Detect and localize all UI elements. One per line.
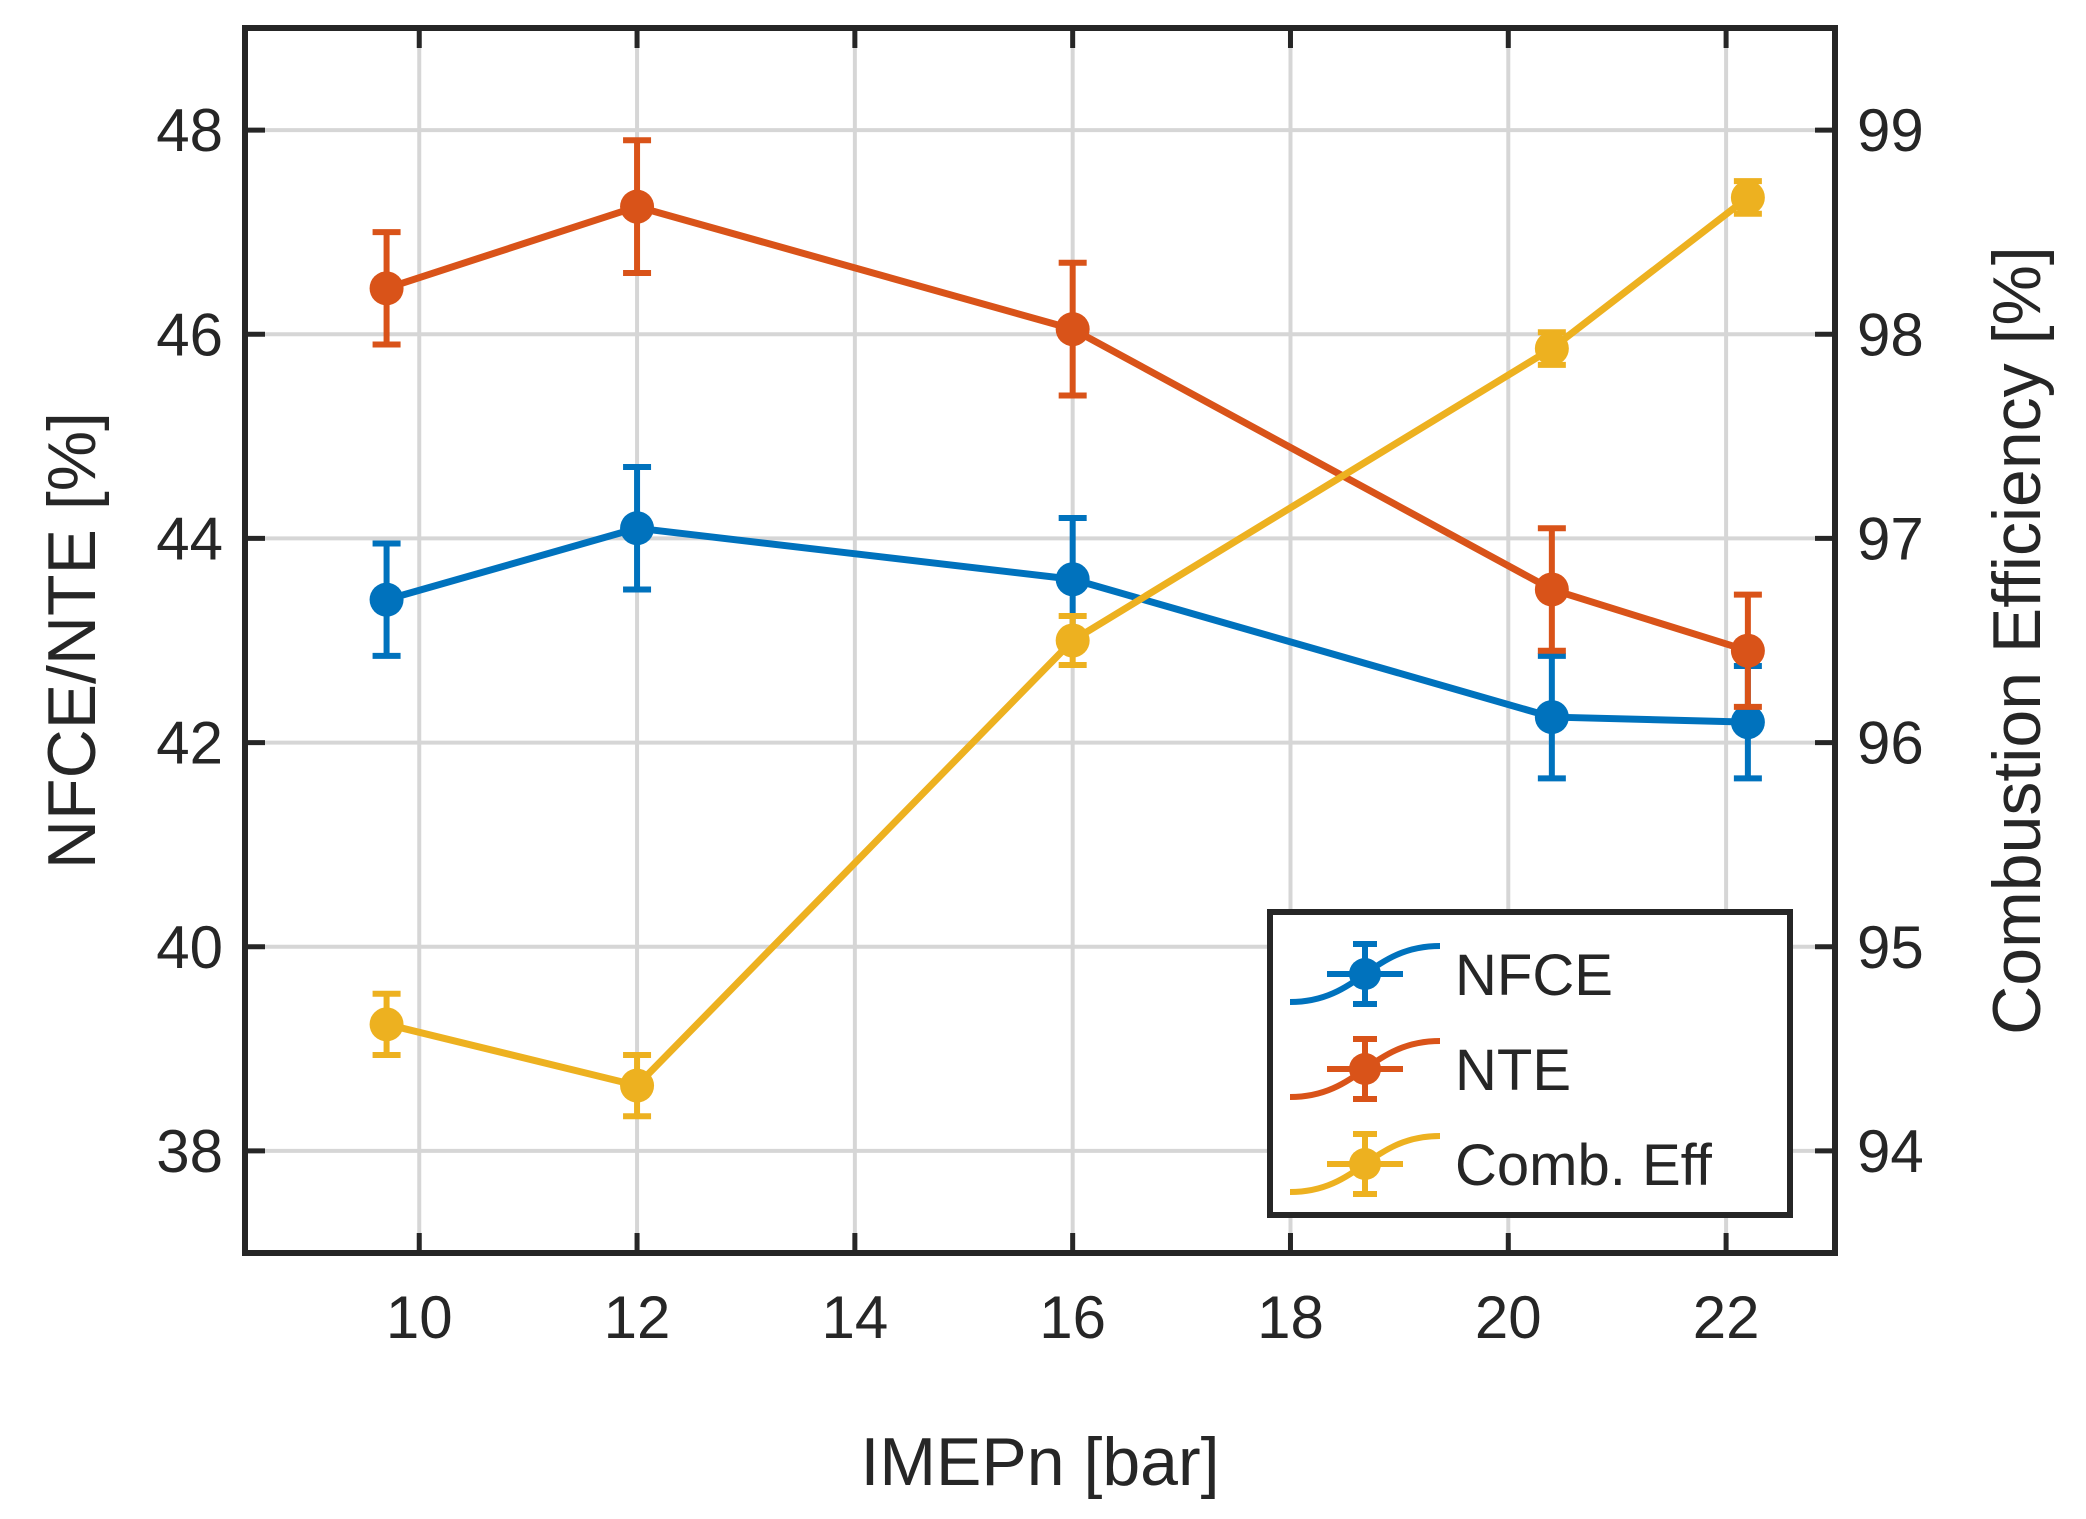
y-right-tick-label: 97 xyxy=(1857,505,1924,572)
data-point xyxy=(369,1007,404,1042)
data-point xyxy=(1534,700,1569,735)
x-tick-label: 20 xyxy=(1475,1284,1542,1351)
series-0 xyxy=(369,463,1765,782)
y-left-tick-label: 46 xyxy=(156,301,223,368)
x-tick-label: 18 xyxy=(1257,1284,1324,1351)
y-axis-right-label: Combustion Efficiency [%] xyxy=(1979,246,2055,1035)
legend-marker xyxy=(1349,1148,1381,1180)
series-layer xyxy=(369,137,1765,1120)
y-right-tick-label: 95 xyxy=(1857,914,1924,981)
y-right-tick-label: 98 xyxy=(1857,301,1924,368)
legend-entry-2: Comb. Eff xyxy=(1289,1131,1713,1198)
y-left-tick-label: 48 xyxy=(156,97,223,164)
data-point xyxy=(369,582,404,617)
data-point xyxy=(1055,562,1090,597)
plot-frame xyxy=(242,25,1838,1256)
x-tick-label: 16 xyxy=(1039,1284,1106,1351)
y-left-tick-label: 38 xyxy=(156,1118,223,1185)
y-left-tick-label: 42 xyxy=(156,710,223,777)
y-right-tick-label: 96 xyxy=(1857,710,1924,777)
legend-entry-0: NFCE xyxy=(1289,941,1613,1008)
data-point xyxy=(1730,705,1765,740)
legend-marker xyxy=(1349,958,1381,990)
y-left-tick-label: 44 xyxy=(156,505,223,572)
data-point xyxy=(369,271,404,306)
x-tick-label: 10 xyxy=(386,1284,453,1351)
tick-layer: 10 12 14 16 18 20 22 38 40 42 44 46 48 94 95 96 97 98 99 xyxy=(156,28,1924,1351)
data-point xyxy=(620,511,655,546)
x-tick-label: 22 xyxy=(1693,1284,1760,1351)
data-point xyxy=(620,1068,655,1103)
legend-label: NFCE xyxy=(1455,943,1613,1008)
data-point xyxy=(1730,633,1765,668)
legend-label: NTE xyxy=(1455,1038,1571,1103)
data-point xyxy=(1055,623,1090,658)
data-point xyxy=(620,189,655,224)
data-point xyxy=(1534,572,1569,607)
y-right-tick-label: 99 xyxy=(1857,97,1924,164)
data-point xyxy=(1730,180,1765,215)
x-axis-label: IMEPn [bar] xyxy=(860,1424,1219,1500)
series-1 xyxy=(369,137,1765,710)
y-right-tick-label: 94 xyxy=(1857,1118,1924,1185)
data-point xyxy=(1055,312,1090,347)
x-tick-label: 14 xyxy=(821,1284,888,1351)
legend-entry-1: NTE xyxy=(1289,1036,1571,1103)
legend: NFCE NTE Comb. Eff xyxy=(1267,909,1793,1218)
series-2 xyxy=(369,178,1765,1120)
y-left-tick-label: 40 xyxy=(156,914,223,981)
y-axis-left-label: NFCE/NTE [%] xyxy=(34,412,110,869)
legend-label: Comb. Eff xyxy=(1455,1133,1713,1198)
x-tick-label: 12 xyxy=(604,1284,671,1351)
data-point xyxy=(1534,331,1569,366)
legend-marker xyxy=(1349,1053,1381,1085)
